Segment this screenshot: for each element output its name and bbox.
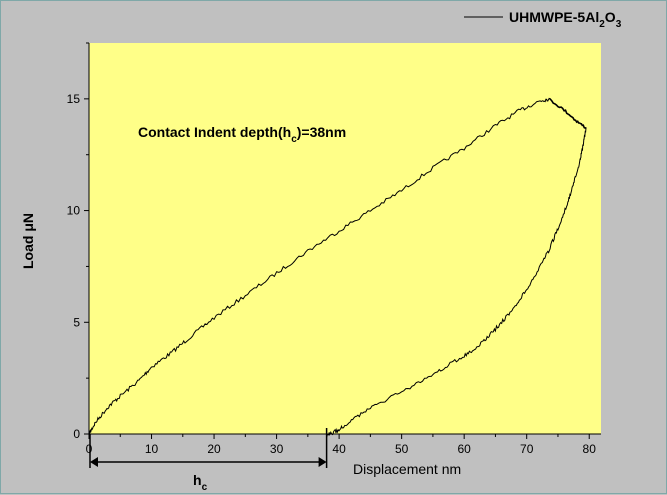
x-tick-label: 80 bbox=[583, 442, 597, 456]
x-tick-label: 10 bbox=[145, 442, 159, 456]
y-axis-title: Load μN bbox=[20, 213, 36, 269]
y-tick-label: 5 bbox=[73, 315, 80, 329]
y-tick-label: 0 bbox=[73, 427, 80, 441]
x-tick-label: 70 bbox=[520, 442, 534, 456]
x-tick-label: 60 bbox=[457, 442, 471, 456]
legend: UHMWPE-5Al2O3 bbox=[464, 9, 622, 30]
plot-area bbox=[89, 43, 601, 434]
y-tick-label: 15 bbox=[67, 92, 81, 106]
x-axis-title: Displacement nm bbox=[353, 461, 461, 477]
legend-entry: UHMWPE-5Al2O3 bbox=[509, 9, 622, 30]
x-tick-label: 20 bbox=[207, 442, 221, 456]
x-tick-label: 50 bbox=[395, 442, 409, 456]
y-tick-label: 10 bbox=[67, 204, 81, 218]
hc-dimension-marker bbox=[89, 428, 328, 468]
x-tick-label: 30 bbox=[270, 442, 284, 456]
x-tick-label: 40 bbox=[332, 442, 346, 456]
series-line-unloading bbox=[326, 127, 587, 438]
hc-arrowhead-left bbox=[90, 457, 98, 467]
axis-ticks: 0 10 20 30 40 50 60 70 80 0 5 10 15 bbox=[67, 42, 597, 456]
series-line-loading bbox=[88, 98, 550, 435]
hc-arrowhead-right bbox=[318, 457, 327, 467]
x-tick-label: 0 bbox=[86, 442, 93, 456]
hc-label: hc bbox=[193, 472, 208, 493]
series-line-holding bbox=[548, 97, 587, 129]
contact-depth-annotation: Contact Indent depth(hc)=38nm bbox=[138, 124, 346, 145]
